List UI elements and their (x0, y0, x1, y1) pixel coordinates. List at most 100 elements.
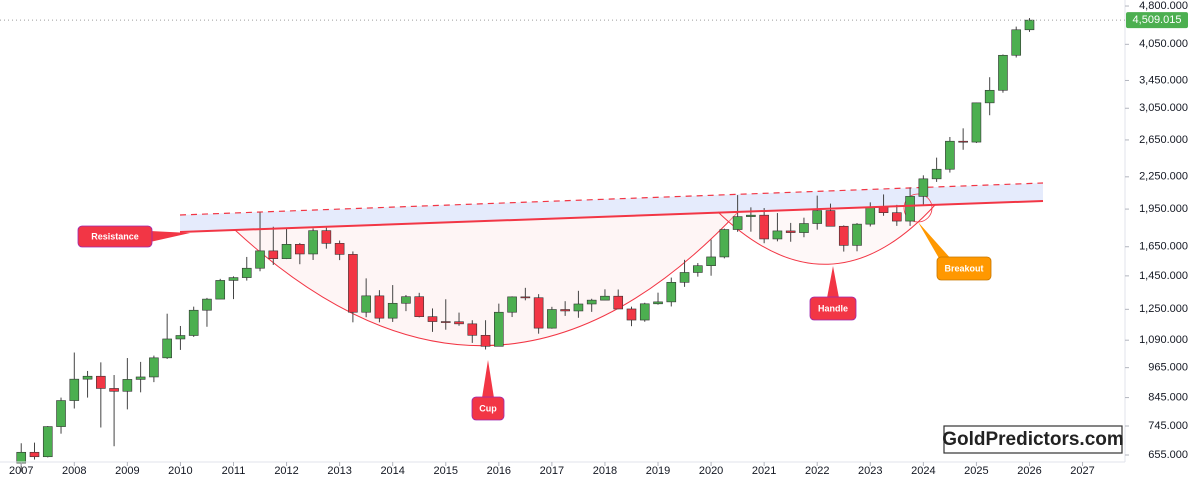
callout-text: Resistance (91, 231, 139, 241)
candle-body (96, 375, 106, 389)
candle-body (401, 296, 411, 304)
y-tick-label: 655.000 (1148, 449, 1188, 461)
callout-pointer (827, 266, 839, 298)
x-tick-label: 2017 (540, 465, 564, 477)
x-tick-label: 2008 (62, 465, 86, 477)
candle-body (666, 282, 677, 303)
candle-body (746, 214, 756, 217)
pattern-drawings (179, 182, 1044, 346)
x-tick-label: 2009 (115, 465, 139, 477)
x-tick-label: 2013 (327, 465, 351, 477)
y-tick-label: 1,250.000 (1139, 303, 1188, 315)
candle-body (175, 335, 186, 340)
candle-body (918, 178, 929, 197)
candle-body (467, 323, 478, 336)
candle-body (427, 316, 438, 322)
plot-area (16, 18, 1035, 472)
candle-body (945, 140, 955, 170)
candle-body (1011, 29, 1022, 56)
candle-body (892, 212, 902, 222)
candle-body (414, 296, 425, 317)
y-tick-label: 1,090.000 (1139, 334, 1188, 346)
y-tick-label: 2,650.000 (1139, 134, 1188, 146)
last-price-box (1126, 12, 1188, 29)
x-tick-label: 2022 (805, 465, 829, 477)
candle-body (281, 243, 292, 259)
callout-box (77, 225, 153, 248)
candle-body (56, 400, 66, 427)
candle-body (268, 250, 279, 259)
candle-body (560, 309, 570, 312)
x-tick-label: 2016 (487, 465, 511, 477)
callout-box (809, 296, 857, 321)
candle-body (241, 267, 252, 278)
candle-body (507, 296, 517, 313)
x-tick-label: 2024 (911, 465, 935, 477)
cup-callout: Cup (471, 360, 505, 421)
candle-body (838, 225, 849, 246)
callout-box (936, 256, 992, 281)
candle-body (334, 243, 345, 255)
candle-body (308, 230, 318, 255)
candle-body (348, 254, 358, 313)
candle-body (29, 451, 40, 458)
x-tick-label: 2011 (222, 465, 246, 477)
x-tick-label: 2023 (858, 465, 882, 477)
candle-body (626, 308, 637, 321)
cup-arc (234, 211, 739, 346)
callout-pointer (150, 231, 190, 242)
candle-body (255, 250, 265, 269)
candle-body (998, 54, 1008, 91)
y-tick-label: 2,250.000 (1139, 171, 1188, 183)
candle-body (706, 256, 716, 266)
candle-body (149, 357, 159, 378)
x-tick-label: 2007 (9, 465, 33, 477)
y-tick-label: 965.000 (1148, 362, 1188, 374)
candle-body (122, 379, 133, 392)
candle-body (852, 223, 862, 246)
candle-body (573, 303, 584, 312)
candle-body (82, 375, 93, 380)
breakout-callout: Breakout (918, 222, 992, 281)
x-tick-label: 2015 (434, 465, 458, 477)
y-tick-label: 3,450.000 (1139, 74, 1188, 86)
y-tick-label: 4,050.000 (1139, 38, 1188, 50)
candle-body (613, 295, 624, 310)
candle-body (547, 309, 557, 329)
candle-body (494, 311, 504, 347)
callout-pointer (482, 360, 494, 398)
x-tick-label: 2014 (380, 465, 404, 477)
candle-body (679, 272, 690, 283)
candle-body (653, 301, 663, 305)
candle-body (374, 295, 385, 319)
callout-text: Handle (818, 303, 848, 313)
candle-body (958, 140, 968, 143)
callout-box (471, 396, 505, 421)
candle-body (188, 309, 199, 336)
candle-body (454, 321, 464, 325)
x-tick-label: 2027 (1070, 465, 1094, 477)
last-price-label: 4,509.015 (1133, 14, 1182, 26)
candle-body (772, 230, 783, 240)
y-tick-label: 745.000 (1148, 420, 1188, 432)
candle-body (387, 302, 398, 319)
x-tick-label: 2010 (168, 465, 192, 477)
candle-body (639, 303, 650, 321)
candle-body (759, 214, 769, 240)
candle-body (440, 321, 451, 323)
candle-body (16, 451, 27, 464)
candle-body (202, 298, 212, 311)
candle-body (69, 378, 80, 401)
candle-body (295, 243, 305, 255)
candle-body (42, 426, 53, 458)
x-tick-label: 2018 (593, 465, 617, 477)
candle-body (321, 230, 332, 244)
y-tick-label: 3,050.000 (1139, 102, 1188, 114)
candle-body (361, 295, 371, 313)
candle-body (812, 210, 823, 224)
x-tick-label: 2019 (646, 465, 670, 477)
candle-body (732, 216, 743, 230)
candle-body (984, 89, 995, 104)
x-tick-label: 2025 (964, 465, 988, 477)
